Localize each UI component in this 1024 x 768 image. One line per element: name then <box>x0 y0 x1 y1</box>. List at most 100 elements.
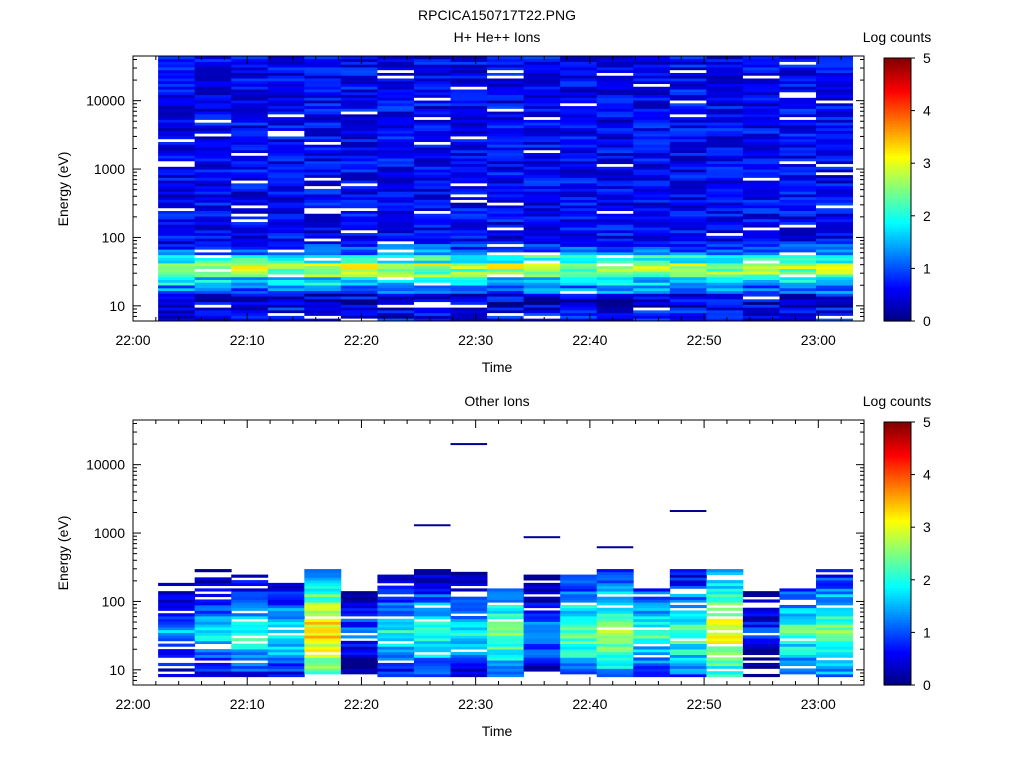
colorbar-swatch <box>884 221 911 225</box>
heatmap-cell <box>633 130 671 134</box>
heatmap-cell <box>158 315 196 319</box>
heatmap-cell <box>669 235 707 239</box>
heatmap-cell <box>304 133 342 137</box>
heatmap-cell <box>377 144 415 148</box>
heatmap-cell <box>742 97 780 101</box>
heatmap-cell <box>450 574 488 578</box>
heatmap-cell <box>596 254 634 258</box>
heatmap-cell <box>669 182 707 187</box>
heatmap-cell <box>560 221 598 225</box>
heatmap-cell <box>816 307 853 311</box>
heatmap-cell <box>340 194 378 198</box>
heatmap-cell <box>231 629 269 633</box>
heatmap-cell <box>450 174 488 178</box>
heatmap-cell <box>669 160 707 165</box>
heatmap-cell <box>560 257 598 261</box>
heatmap-cell <box>560 111 598 115</box>
heatmap-cell <box>194 251 232 256</box>
heatmap-cell <box>560 94 598 98</box>
heatmap-cell <box>267 279 305 283</box>
heatmap-cell <box>450 301 488 305</box>
heatmap-cell <box>560 263 598 267</box>
heatmap-cell <box>523 274 561 278</box>
heatmap-cell <box>523 282 561 286</box>
heatmap-cell <box>669 171 707 176</box>
heatmap-cell <box>267 94 305 98</box>
heatmap-cell <box>596 205 634 209</box>
heatmap-cell <box>742 607 780 611</box>
heatmap-cell <box>596 290 634 294</box>
heatmap-cell <box>413 304 451 308</box>
heatmap-cell <box>158 61 196 65</box>
heatmap-cell <box>340 138 378 142</box>
heatmap-cell <box>742 618 780 622</box>
heatmap-cell <box>194 657 232 661</box>
heatmap-cell <box>669 580 707 584</box>
heatmap-cell <box>450 629 488 633</box>
heatmap-cell <box>377 89 415 93</box>
heatmap-cell <box>267 287 305 292</box>
heatmap-cell <box>633 610 671 614</box>
heatmap-cell <box>450 673 488 678</box>
heatmap-cell <box>304 125 342 129</box>
heatmap-cell <box>523 100 561 104</box>
heatmap-cell <box>267 298 305 303</box>
heatmap-cell <box>377 591 415 595</box>
colorbar-swatch <box>884 207 911 212</box>
heatmap-cell <box>633 119 671 123</box>
heatmap-cell <box>669 318 707 322</box>
heatmap-cell <box>377 238 415 242</box>
heatmap-cell <box>231 251 269 256</box>
heatmap-cell <box>742 138 780 142</box>
heatmap-cell <box>231 174 269 178</box>
heatmap-cell <box>194 64 232 68</box>
heatmap-cell <box>633 152 671 156</box>
heatmap-cell <box>523 141 561 145</box>
heatmap-cell <box>523 307 561 311</box>
heatmap-cell <box>816 61 853 65</box>
colorbar-tick-label: 1 <box>923 624 931 640</box>
heatmap-cell <box>633 607 671 611</box>
heatmap-cell <box>742 662 780 667</box>
colorbar-swatch <box>884 495 911 499</box>
heatmap-cell <box>158 249 196 253</box>
heatmap-cell <box>816 643 853 647</box>
heatmap-cell <box>413 254 451 258</box>
heatmap-cell <box>450 665 488 669</box>
heatmap-cell <box>779 169 817 173</box>
heatmap-cell <box>669 141 707 145</box>
heatmap-cell <box>194 185 232 189</box>
colorbar-tick-label: 5 <box>923 50 931 66</box>
heatmap-cell <box>267 86 305 90</box>
heatmap-cell <box>304 199 342 203</box>
heatmap-cell <box>633 665 671 669</box>
heatmap-cell <box>194 105 232 109</box>
heatmap-cell <box>669 599 707 603</box>
heatmap-cell <box>267 138 305 142</box>
heatmap-cell <box>267 133 305 137</box>
heatmap-cell <box>523 83 561 87</box>
heatmap-cell <box>267 260 305 264</box>
colorbar-swatch <box>884 73 911 78</box>
heatmap-cell <box>669 232 707 236</box>
heatmap-cell <box>450 621 488 625</box>
heatmap-cell <box>816 635 853 639</box>
heatmap-cell <box>487 668 525 672</box>
axes: 22:00 22:10 22:20 22:30 22:40 22:50 23:0010100… <box>86 420 865 712</box>
heatmap-cell <box>487 243 525 247</box>
heatmap-cell <box>158 169 196 173</box>
heatmap-cell <box>742 64 780 68</box>
heatmap-cell <box>560 318 598 322</box>
heatmap-cell <box>304 56 342 60</box>
heatmap-cell <box>194 232 232 236</box>
colorbar-swatch <box>884 255 911 259</box>
heatmap-cell <box>779 240 817 245</box>
heatmap-cell <box>742 651 780 656</box>
heatmap-cell <box>669 618 707 622</box>
heatmap-cell <box>267 205 305 209</box>
heatmap-cell <box>340 158 378 162</box>
heatmap-cell <box>560 69 598 73</box>
heatmap-cell <box>267 318 305 322</box>
heatmap-cell <box>231 309 269 314</box>
heatmap-cell <box>194 177 232 181</box>
